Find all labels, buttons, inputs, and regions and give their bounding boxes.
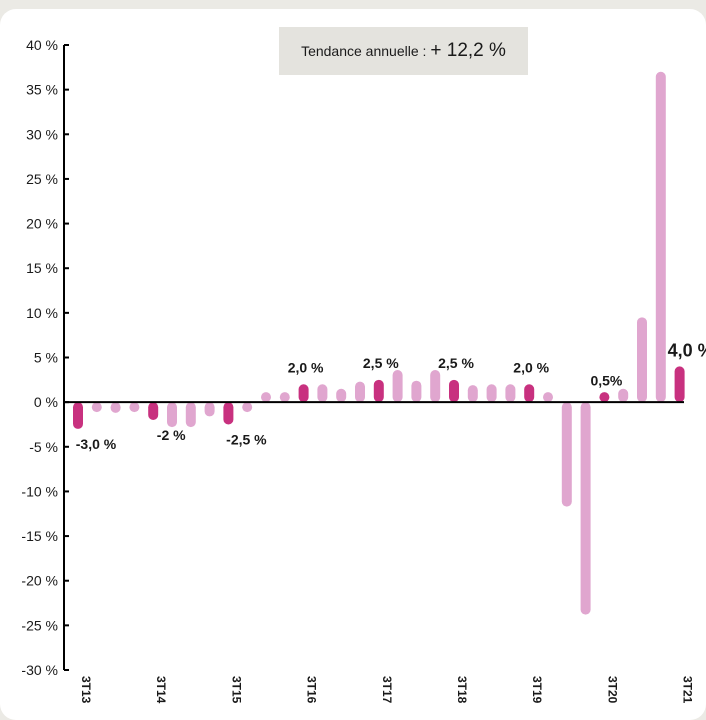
bar [336,389,346,402]
bar [637,317,647,402]
y-tick-label: 10 % [26,305,58,321]
bar-highlighted [148,402,158,420]
bar-highlighted [449,380,459,402]
y-tick-label: -30 % [21,662,58,678]
y-tick-label: -25 % [21,617,58,633]
data-label: 2,0 % [513,359,549,375]
data-label: 2,0 % [288,359,324,375]
bar [468,385,478,402]
bar [167,402,177,427]
data-label: 2,5 % [363,355,399,371]
x-tick-label: 3T15 [229,676,243,704]
data-labels: -3,0 % -2 % -2,5 % 2,0 % 2,5 % 2,5 % 2,0 % 0,5%… [76,340,706,452]
bar [487,384,497,402]
bar-highlighted [223,402,233,424]
y-tick-label: 0 % [34,394,58,410]
y-tick-label: -10 % [21,483,58,499]
data-label: -2 % [157,427,186,443]
annual-trend-value: + 12,2 % [430,40,506,62]
y-tick-label: 20 % [26,216,58,232]
x-tick-label: 3T14 [154,676,168,704]
x-tick-label: 3T18 [455,676,469,704]
bar [543,392,553,402]
y-axis: 40 % 35 % 30 % 25 % 20 % 15 % 10 % 5 % 0 % -5 % -1… [21,37,69,678]
x-tick-label: 3T17 [380,676,394,704]
y-tick-label: 35 % [26,82,58,98]
bar [129,402,139,412]
bar-highlighted [299,384,309,402]
bar [92,402,102,412]
bar [242,402,252,412]
y-tick-label: -20 % [21,573,58,589]
bar [581,402,591,614]
annual-trend-box: Tendance annuelle : + 12,2 % [279,27,528,75]
bar [618,389,628,402]
y-tick-label: 15 % [26,260,58,276]
bar-highlighted [73,402,83,429]
bar [317,384,327,402]
data-label: 0,5% [590,373,622,389]
bar [280,392,290,402]
y-tick-label: 40 % [26,37,58,53]
bar-highlighted [599,392,609,402]
x-axis-labels: 3T13 3T14 3T15 3T16 3T17 3T18 3T19 3T20 3T21 [79,676,695,704]
bar-highlighted [524,384,534,402]
x-tick-label: 3T21 [681,676,695,704]
x-tick-label: 3T13 [79,676,93,704]
bar [430,370,440,402]
bar [111,402,121,413]
data-label: -3,0 % [76,436,117,452]
y-tick-label: -15 % [21,528,58,544]
bar-highlighted [374,380,384,402]
x-tick-label: 3T20 [605,676,619,704]
annual-trend-label: Tendance annuelle : [301,43,426,59]
bar [205,402,215,416]
bar [393,370,403,402]
bar [656,72,666,402]
y-tick-label: -5 % [29,439,58,455]
data-label: -2,5 % [226,431,267,447]
bar [505,384,515,402]
bar [186,402,196,427]
data-label: 2,5 % [438,355,474,371]
x-tick-label: 3T19 [530,676,544,704]
x-tick-label: 3T16 [305,676,319,704]
data-label: 4,0 % [668,340,706,360]
bars [64,72,685,615]
y-tick-label: 30 % [26,126,58,142]
y-tick-label: 25 % [26,171,58,187]
bar [411,381,421,402]
bar-highlighted [675,366,685,402]
y-tick-label: 5 % [34,350,58,366]
bar [355,382,365,403]
bar [562,402,572,506]
bar [261,392,271,402]
